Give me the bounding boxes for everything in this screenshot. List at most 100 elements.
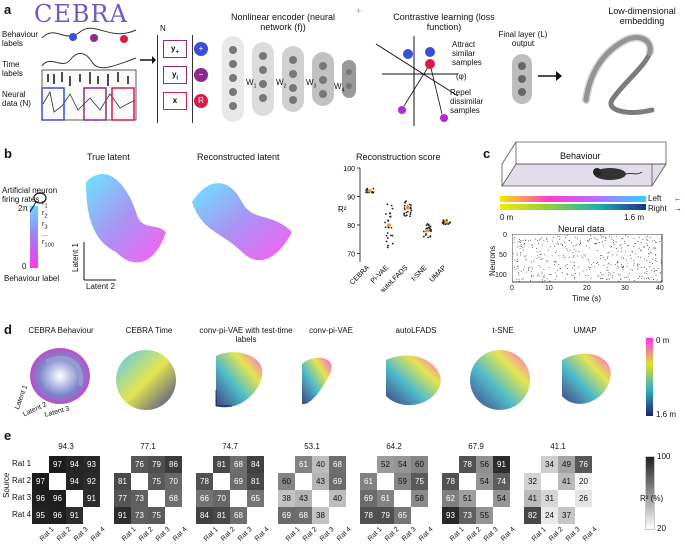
score-category-t-SNE: t-SNE — [410, 264, 428, 282]
raster-spike — [629, 255, 631, 256]
raster-spike — [617, 262, 619, 264]
n-label: N — [160, 24, 166, 33]
raster-spike — [525, 240, 527, 241]
raster-spike — [575, 245, 577, 247]
matrix-3-cell-2-2 — [213, 473, 230, 490]
input-data-illustration — [41, 27, 137, 121]
matrix-7-cell-3-3 — [558, 490, 575, 507]
raster-spike — [623, 266, 624, 268]
matrix-6-cell-3-2: 51 — [459, 490, 476, 507]
y-i-box: yi — [163, 66, 187, 84]
neural-data-title: Neural data — [558, 224, 605, 234]
firing-rates-label: Artificial neuron firing rates — [2, 186, 58, 204]
matrix-7-cell-2-4: 20 — [575, 473, 592, 490]
matrix-2-col-label-1: Rat 1 — [120, 526, 138, 543]
raster-spike — [633, 237, 635, 239]
raster-spike — [523, 266, 525, 268]
matrix-5-col-label-2: Rat 2 — [383, 526, 401, 543]
d-title-6: t-SNE — [492, 326, 514, 335]
matrix-3-cell-1-4: 84 — [247, 456, 264, 473]
matrix-2-cell-2-2 — [131, 473, 148, 490]
raster-spike — [571, 242, 572, 244]
raster-spike — [519, 239, 520, 240]
r2-colorbar — [645, 456, 655, 530]
raster-spike — [627, 245, 629, 247]
raster-spike — [655, 241, 656, 243]
raster-spike — [539, 251, 541, 252]
score-point-CEBRA — [371, 191, 374, 193]
raster-spike — [614, 264, 616, 265]
raster-spike — [573, 277, 575, 278]
raster-spike — [652, 263, 653, 264]
score-point-Pi-VAE — [389, 215, 392, 218]
raster-spike — [530, 271, 532, 273]
raster-spike — [587, 274, 589, 276]
score-ylabel: R² — [338, 205, 347, 214]
raster-spike — [522, 246, 524, 248]
raster-spike — [649, 278, 651, 280]
raster-spike — [623, 257, 624, 259]
raster-spike — [600, 258, 601, 260]
raster-spike — [565, 278, 566, 280]
raster-spike — [539, 266, 541, 268]
score-point-autoLFADS — [405, 214, 408, 217]
score-point-autoLFADS — [410, 204, 412, 207]
raster-spike — [661, 237, 662, 239]
raster-spike — [602, 245, 604, 247]
score-point-autoLFADS — [403, 204, 406, 207]
score-point-autoLFADS — [403, 212, 405, 215]
matrix-7-cell-4-1: 82 — [524, 507, 541, 524]
raster-spike — [649, 261, 650, 263]
raster-spike — [634, 253, 636, 255]
final-layer-node — [512, 54, 532, 104]
score-point-t-SNE — [428, 226, 431, 228]
raster-spike — [572, 267, 574, 269]
matrix-mean-1: 94.3 — [58, 442, 74, 451]
raster-spike — [524, 256, 526, 257]
raster-spike — [608, 272, 610, 273]
weight-w1: W1 — [246, 78, 257, 90]
score-point-autoLFADS — [408, 203, 411, 206]
cebra-logo: CEBRA — [34, 0, 128, 28]
raster-spike — [603, 265, 605, 266]
raster-spike — [585, 255, 586, 257]
matrix-1-cell-3-3 — [66, 490, 83, 507]
raster-spike — [531, 276, 532, 278]
raster-spike — [613, 242, 614, 243]
raster-spike — [528, 267, 530, 269]
raster-spike — [564, 265, 566, 267]
raster-spike — [559, 236, 561, 237]
raster-spike — [520, 246, 522, 247]
matrix-2-cell-2-1: 81 — [114, 473, 131, 490]
raster-spike — [638, 278, 639, 279]
raster-spike — [596, 242, 598, 244]
matrix-6-cell-2-2 — [459, 473, 476, 490]
raster-spike — [660, 280, 662, 282]
score-point-autoLFADS — [409, 213, 412, 216]
scale-bottom: 0 — [22, 262, 27, 271]
raster-spike — [518, 278, 520, 280]
raster-spike — [649, 237, 651, 238]
score-point-autoLFADS — [407, 210, 409, 213]
raster-spike — [616, 262, 618, 264]
raster-spike — [604, 240, 606, 241]
raster-spike — [629, 272, 630, 274]
raster-spike — [648, 255, 650, 257]
phi-label: (φ) — [456, 72, 467, 81]
raster-spike — [625, 251, 626, 253]
raster-spike — [536, 275, 538, 277]
raster-spike — [564, 256, 566, 258]
raster-spike — [531, 244, 533, 246]
raster-spike — [628, 279, 630, 281]
raster-spike — [601, 241, 603, 243]
matrix-3-col-label-3: Rat 3 — [236, 526, 254, 543]
raster-spike — [606, 257, 608, 259]
raster-spike — [621, 251, 623, 252]
attract-label: Attract similar samples — [452, 40, 482, 67]
d-title-1: CEBRA Behaviour — [28, 326, 94, 335]
raster-spike — [519, 245, 521, 247]
score-point-t-SNE — [427, 236, 429, 239]
raster-spike — [652, 240, 653, 242]
latent2-label: Latent 2 — [86, 282, 115, 291]
score-point-Pi-VAE — [389, 212, 391, 215]
